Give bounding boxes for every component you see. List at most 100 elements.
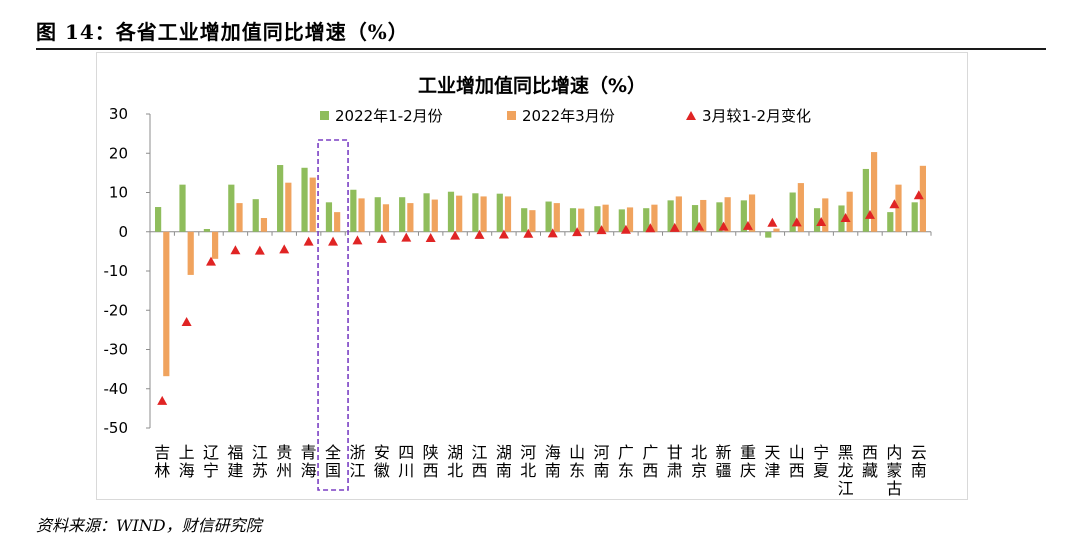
x-tick-label: 江苏 [252, 443, 268, 480]
marker-change [352, 235, 363, 245]
marker-change [181, 317, 192, 327]
x-tick-label: 吉林 [154, 443, 170, 480]
marker-change [157, 395, 168, 405]
marker-change [767, 217, 778, 227]
bar-2022-jan-feb [155, 207, 162, 232]
marker-change [669, 222, 680, 232]
bar-2022-jan-feb [740, 200, 747, 232]
marker-change [230, 245, 241, 255]
bar-2022-march [822, 198, 829, 232]
marker-change [840, 213, 851, 223]
bar-2022-jan-feb [911, 202, 918, 232]
bar-2022-march [626, 207, 634, 232]
marker-change [450, 230, 461, 240]
marker-change [889, 199, 900, 209]
x-tick-label: 河北 [520, 443, 536, 480]
bar-2022-jan-feb [423, 193, 430, 232]
y-tick-label: -30 [104, 341, 129, 359]
marker-change [328, 236, 339, 246]
x-tick-label: 广西 [642, 443, 658, 480]
bar-2022-march [602, 204, 609, 232]
bar-2022-jan-feb [618, 209, 625, 232]
marker-change [279, 244, 290, 254]
bar-2022-march [187, 231, 194, 275]
x-tick-label: 海南 [545, 443, 561, 480]
x-tick-label: 北京 [691, 443, 707, 480]
bar-2022-march [163, 231, 170, 377]
bar-2022-jan-feb [716, 202, 723, 232]
x-tick-label: 黑龙江 [838, 443, 854, 498]
bar-2022-jan-feb [789, 192, 796, 232]
marker-change [864, 209, 875, 219]
legend-item-change-label: 3月较1-2月变化 [702, 107, 811, 125]
bar-2022-march [236, 203, 243, 232]
bar-2022-march [675, 196, 682, 232]
bar-2022-jan-feb [813, 208, 821, 232]
bar-2022-march [382, 204, 390, 232]
x-tick-label: 云南 [911, 443, 927, 480]
marker-change [572, 227, 583, 237]
y-tick-label: -50 [104, 419, 129, 437]
x-tick-label: 广东 [618, 443, 634, 480]
bar-2022-march [724, 197, 731, 232]
y-tick-label: 30 [109, 105, 128, 123]
bar-2022-jan-feb [887, 212, 894, 232]
marker-change [791, 217, 802, 227]
bar-2022-march [212, 231, 219, 259]
x-tick-label: 内蒙古 [886, 443, 902, 498]
marker-change [401, 232, 412, 242]
x-tick-label: 江西 [471, 443, 487, 480]
chart-svg: 30 20 10 0 -10 -20 -30 -40 -50 吉林上海辽宁福建江苏贵州青海全国浙江… [104, 105, 932, 498]
bar-2022-jan-feb [667, 200, 674, 232]
x-tick-label: 辽宁 [203, 443, 219, 480]
legend-item-change-swatch [686, 111, 696, 120]
bar-2022-jan-feb [399, 197, 406, 232]
x-tick-label: 河南 [594, 443, 610, 480]
bar-2022-march [260, 218, 268, 232]
marker-change [596, 225, 607, 235]
x-tick-label: 湖南 [496, 443, 512, 480]
bar-2022-march [870, 152, 878, 232]
x-tick-label: 贵州 [276, 443, 292, 480]
x-tick-label: 陕西 [423, 443, 439, 480]
chart-title: 工业增加值同比增速（%） [417, 75, 647, 97]
bar-2022-jan-feb [277, 165, 284, 232]
marker-change [694, 221, 705, 231]
bar-2022-march [407, 203, 414, 232]
marker-change [620, 224, 631, 234]
y-tick-label: -40 [104, 380, 129, 398]
x-tick-label: 重庆 [740, 443, 756, 480]
bar-2022-jan-feb [350, 189, 357, 232]
x-tick-label: 西藏 [862, 443, 878, 480]
highlight-box [317, 139, 349, 491]
marker-change [425, 233, 436, 243]
bar-2022-jan-feb [643, 208, 650, 232]
bar-2022-jan-feb [179, 184, 186, 232]
x-tick-label: 青海 [301, 443, 317, 480]
bar-2022-jan-feb [569, 208, 577, 232]
x-tick-label: 新疆 [716, 443, 732, 480]
marker-change [498, 229, 509, 239]
bar-2022-jan-feb [545, 201, 552, 232]
x-tick-label: 天津 [764, 443, 780, 480]
bar-2022-march [578, 208, 585, 232]
marker-change [913, 190, 924, 200]
x-tick-label: 四川 [398, 443, 414, 480]
marker-change [523, 228, 534, 238]
x-tick-label: 浙江 [349, 443, 365, 480]
bar-2022-jan-feb [472, 193, 479, 232]
marker-change [645, 223, 656, 233]
bar-2022-march [651, 204, 658, 232]
x-tick-label: 全国 [325, 443, 341, 480]
y-tick-label: 20 [109, 144, 128, 162]
legend-item-2022-march-label: 2022年3月份 [522, 107, 615, 125]
bar-2022-jan-feb [301, 167, 308, 232]
x-tick-label: 湖北 [447, 443, 463, 480]
bar-2022-jan-feb [594, 206, 601, 232]
bar-2022-march [773, 228, 780, 232]
bar-2022-jan-feb [447, 191, 455, 232]
bar-2022-march [748, 194, 756, 232]
legend-item-2022-jan-feb-label: 2022年1-2月份 [335, 107, 443, 125]
y-tick-label: -10 [104, 262, 129, 280]
bar-2022-jan-feb [203, 229, 211, 232]
